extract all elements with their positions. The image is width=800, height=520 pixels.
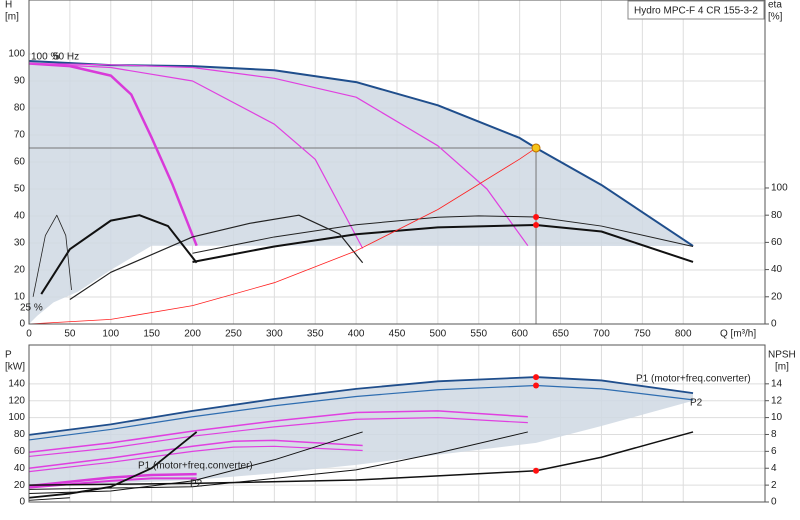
y-tick-label: 100 xyxy=(8,49,25,60)
annotation: P2 xyxy=(690,398,703,409)
y-tick-label: 30 xyxy=(14,238,26,249)
y-tick-label: 0 xyxy=(19,497,25,508)
x-tick-label: 250 xyxy=(225,329,242,340)
curve xyxy=(40,214,198,295)
y-tick-label: 90 xyxy=(14,76,26,87)
curve xyxy=(69,214,364,301)
annotation: P1 (motor+freq.converter) xyxy=(138,461,253,472)
curve xyxy=(28,410,528,453)
curve xyxy=(32,214,72,297)
x-tick-label: 700 xyxy=(593,329,610,340)
y-tick-label: 80 xyxy=(14,429,26,440)
curve xyxy=(28,445,363,473)
y2-tick-label: 14 xyxy=(771,378,783,389)
duty-point xyxy=(531,143,541,153)
x-tick-label: 600 xyxy=(511,329,528,340)
y2-tick-label: 20 xyxy=(771,291,783,302)
y-tick-label: 140 xyxy=(8,378,25,389)
axis-label: [kW] xyxy=(5,362,25,373)
x-tick-label: 400 xyxy=(348,329,365,340)
annotation: P1 (motor+freq.converter) xyxy=(636,374,751,385)
axis-label: [m] xyxy=(775,362,789,373)
duty-marker xyxy=(533,382,540,389)
y-tick-label: 60 xyxy=(14,157,26,168)
duty-marker xyxy=(533,221,540,228)
operating-area xyxy=(29,61,694,325)
y-tick-label: 20 xyxy=(14,265,26,276)
annotation: P2 xyxy=(190,479,203,490)
y2-tick-label: 60 xyxy=(771,237,783,248)
y-tick-label: 80 xyxy=(14,103,26,114)
y-tick-label: 50 xyxy=(14,184,26,195)
x-axis-label: Q [m³/h] xyxy=(720,329,756,340)
x-tick-label: 150 xyxy=(143,329,160,340)
curve xyxy=(28,147,537,325)
y2-tick-label: 10 xyxy=(771,412,783,423)
y2-tick-label: 100 xyxy=(771,183,788,194)
y2-tick-label: 40 xyxy=(771,264,783,275)
curve xyxy=(28,431,198,499)
x-tick-label: 300 xyxy=(266,329,283,340)
chart-title: Hydro MPC-F 4 CR 155-3-2 xyxy=(634,6,758,17)
curve xyxy=(28,439,363,469)
x-tick-label: 350 xyxy=(307,329,324,340)
curve xyxy=(28,62,364,249)
x-tick-label: 650 xyxy=(552,329,569,340)
curve xyxy=(28,497,70,501)
y-tick-label: 40 xyxy=(14,211,26,222)
curve xyxy=(28,416,528,458)
curve xyxy=(28,62,529,247)
y2-tick-label: 6 xyxy=(771,446,777,457)
axis-label: H xyxy=(5,0,12,11)
y2-tick-label: 12 xyxy=(771,395,783,406)
y-tick-label: 10 xyxy=(14,292,26,303)
x-tick-label: 200 xyxy=(184,329,201,340)
x-tick-label: 50 xyxy=(64,329,76,340)
title-box xyxy=(627,0,765,20)
curve xyxy=(28,384,694,441)
y-tick-label: 120 xyxy=(8,395,25,406)
y-tick-label: 0 xyxy=(19,319,25,330)
axis-label: NPSH xyxy=(768,350,796,361)
y2-tick-label: 4 xyxy=(771,463,777,474)
curve xyxy=(192,215,694,254)
y2-tick-label: 8 xyxy=(771,429,777,440)
annotation: 50 Hz xyxy=(53,52,79,63)
x-tick-label: 750 xyxy=(634,329,651,340)
x-tick-label: 450 xyxy=(389,329,406,340)
x-tick-label: 800 xyxy=(675,329,692,340)
y2-tick-label: 0 xyxy=(771,497,777,508)
curve xyxy=(28,472,197,488)
curve xyxy=(28,376,694,436)
x-tick-label: 500 xyxy=(430,329,447,340)
plot-frame xyxy=(28,0,766,325)
axis-label: [m] xyxy=(5,12,19,23)
annotation: 25 % xyxy=(20,303,43,314)
y2-tick-label: 0 xyxy=(771,319,777,330)
y2-tick-label: 2 xyxy=(771,480,777,491)
curve xyxy=(28,62,198,247)
plot-frame xyxy=(28,344,766,503)
x-tick-label: 100 xyxy=(102,329,119,340)
duty-marker xyxy=(533,213,540,220)
y-tick-label: 20 xyxy=(14,480,26,491)
duty-marker xyxy=(533,467,540,474)
y-tick-label: 100 xyxy=(8,412,25,423)
y-tick-label: 60 xyxy=(14,446,26,457)
x-tick-label: 0 xyxy=(26,329,32,340)
axis-label: eta xyxy=(768,0,782,11)
annotation: 100 % xyxy=(31,52,59,63)
y-tick-label: 70 xyxy=(14,130,26,141)
curve xyxy=(192,223,694,263)
duty-marker xyxy=(533,374,540,381)
x-tick-label: 550 xyxy=(470,329,487,340)
operating-area xyxy=(29,377,694,486)
y2-tick-label: 80 xyxy=(771,210,783,221)
curve xyxy=(28,431,694,486)
axis-label: P xyxy=(5,350,12,361)
y-tick-label: 40 xyxy=(14,463,26,474)
axis-label: [%] xyxy=(768,12,783,23)
